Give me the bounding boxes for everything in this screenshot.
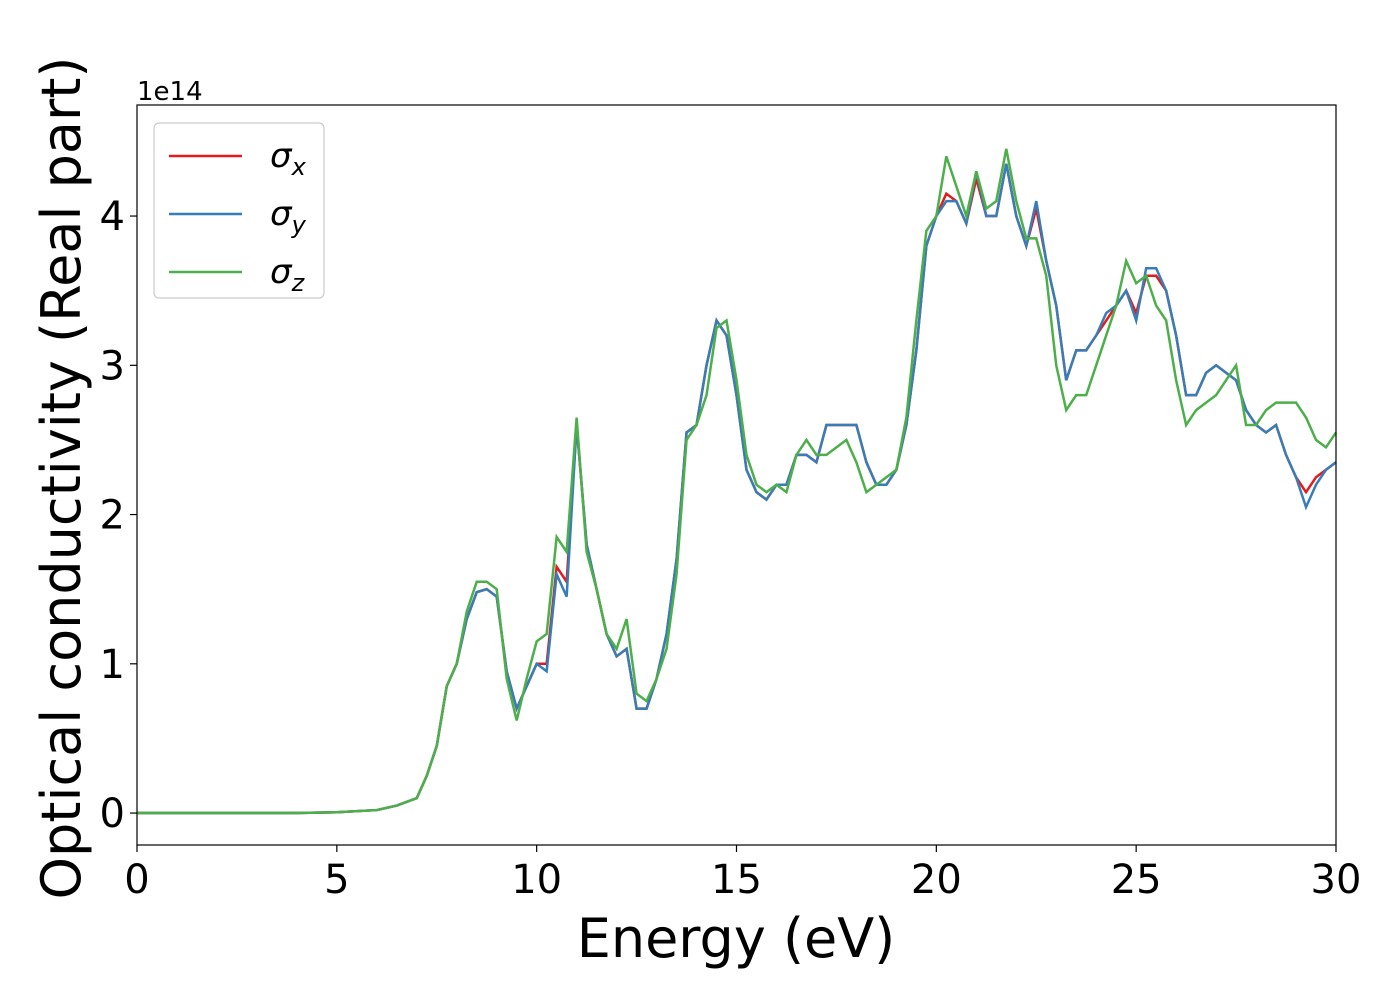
- y-tick-label: 3: [100, 343, 125, 389]
- y-axis-label: Optical conductivity (Real part): [30, 57, 93, 900]
- y-tick-label: 1: [100, 642, 125, 688]
- x-axis-label: Energy (eV): [577, 907, 896, 970]
- plot-frame: [136, 104, 1337, 846]
- series-line: [137, 148, 1338, 815]
- x-tick-label: 30: [1311, 857, 1362, 903]
- x-tick-label: 5: [324, 857, 349, 903]
- offset-label: 1e14: [137, 77, 203, 107]
- y-tick-label: 4: [100, 194, 125, 240]
- y-tick-label: 0: [100, 791, 125, 837]
- x-tick-label: 15: [711, 857, 762, 903]
- x-tick-label: 0: [124, 857, 149, 903]
- legend-label: σx: [270, 136, 307, 181]
- x-tick-label: 10: [511, 857, 562, 903]
- legend-box: [153, 122, 325, 299]
- y-tick-label: 2: [100, 493, 125, 539]
- legend-label: σy: [270, 194, 307, 239]
- x-tick-label: 20: [911, 857, 962, 903]
- x-tick-label: 25: [1111, 857, 1162, 903]
- legend-label: σz: [270, 252, 306, 297]
